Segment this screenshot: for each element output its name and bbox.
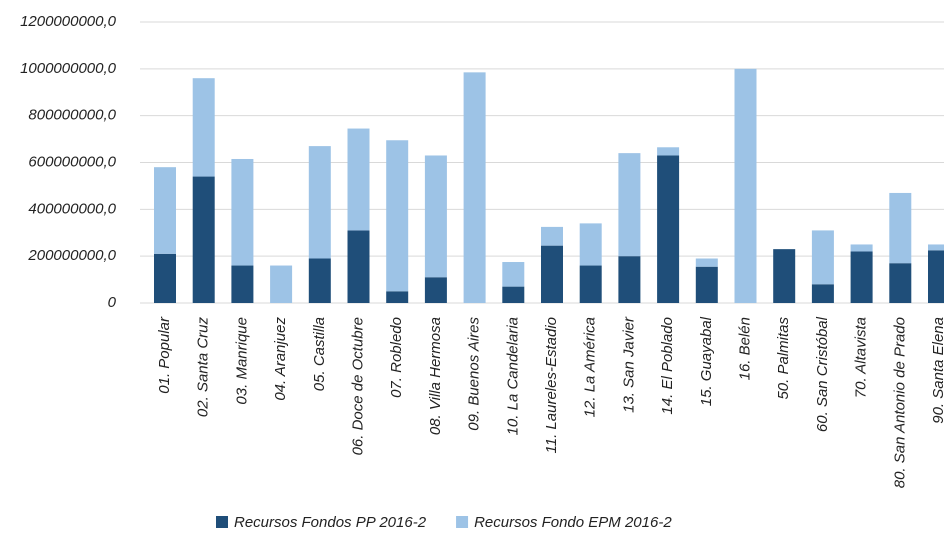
- bar-segment: [618, 153, 641, 257]
- bar-segment: [154, 253, 176, 303]
- bar-segment: [231, 265, 254, 303]
- x-tick-label: 13. San Javier: [620, 316, 637, 413]
- bar-segment: [386, 140, 409, 292]
- bar-segment: [347, 230, 370, 303]
- x-tick-label: 06. Doce de Octubre: [349, 317, 366, 455]
- bar-segment: [579, 265, 602, 303]
- bar-segment: [502, 262, 525, 287]
- bar-segment: [192, 176, 215, 303]
- bar-segment: [541, 226, 563, 246]
- x-tick-label: 90. Santa Elena: [930, 317, 944, 424]
- bar-segment: [889, 263, 912, 303]
- legend-label: Recursos Fondo EPM 2016-2: [474, 514, 672, 531]
- x-tick-label: 01. Popular: [156, 316, 173, 394]
- legend-swatch: [456, 516, 469, 528]
- bar-segment: [695, 266, 718, 303]
- bar-segment: [424, 277, 447, 303]
- x-tick-label: 09. Buenos Aires: [466, 317, 483, 431]
- bar-segment: [850, 251, 873, 303]
- y-tick-label: 200000000,0: [27, 247, 116, 264]
- bar-segment: [579, 223, 602, 266]
- y-tick-label: 800000000,0: [28, 107, 116, 124]
- x-tick-label: 10. La Candelaria: [504, 317, 521, 435]
- bar-segment: [928, 250, 944, 303]
- bar-segment: [347, 128, 370, 231]
- bar-segment: [463, 72, 486, 304]
- bar-segment: [657, 155, 680, 303]
- y-tick-label: 1200000000,0: [20, 13, 117, 30]
- x-tick-label: 03. Manrique: [233, 317, 250, 405]
- bar-segment: [889, 192, 912, 264]
- bar-segment: [424, 155, 447, 278]
- x-tick-label: 11. Laureles-Estadio: [543, 317, 560, 453]
- x-tick-label: 07. Robledo: [388, 317, 405, 398]
- x-tick-label: 80. San Antonio de Prado: [891, 317, 908, 488]
- bar-segment: [154, 167, 176, 254]
- y-tick-label: 400000000,0: [28, 200, 116, 217]
- y-tick-label: 1000000000,0: [20, 60, 117, 77]
- bar-segment: [734, 68, 757, 303]
- bar-segment: [231, 158, 254, 266]
- bar-segment: [270, 265, 293, 303]
- bar-segment: [308, 146, 331, 259]
- x-tick-label: 50. Palmitas: [775, 317, 792, 400]
- bar-segment: [811, 284, 834, 303]
- x-tick-label: 12. La América: [582, 317, 599, 417]
- bar-segment: [657, 147, 680, 156]
- y-tick-label: 0: [108, 294, 117, 311]
- bar-segment: [502, 286, 525, 303]
- bar-segment: [618, 256, 641, 303]
- legend-label: Recursos Fondos PP 2016-2: [234, 514, 427, 531]
- x-tick-label: 15. Guayabal: [698, 316, 715, 406]
- x-tick-label: 05. Castilla: [311, 317, 328, 391]
- x-tick-label: 08. Villa Hermosa: [427, 317, 444, 435]
- bar-segment: [928, 244, 944, 251]
- x-tick-label: 70. Altavista: [853, 317, 870, 398]
- x-tick-label: 16. Belén: [736, 317, 753, 380]
- x-tick-label: 04. Aranjuez: [272, 317, 289, 401]
- bar-segment: [695, 258, 718, 267]
- bar-segment: [773, 249, 796, 303]
- bar-segment: [192, 78, 215, 177]
- legend-swatch: [216, 516, 228, 528]
- bar-segment: [541, 245, 563, 303]
- bar-segment: [386, 291, 409, 303]
- x-tick-label: 14. El Poblado: [659, 317, 676, 415]
- y-tick-label: 600000000,0: [28, 153, 116, 170]
- bar-segment: [811, 230, 834, 285]
- bar-segment: [850, 244, 873, 252]
- x-tick-label: 60. San Cristóbal: [814, 316, 831, 432]
- bar-segment: [308, 258, 331, 303]
- x-tick-label: 02. Santa Cruz: [195, 317, 212, 418]
